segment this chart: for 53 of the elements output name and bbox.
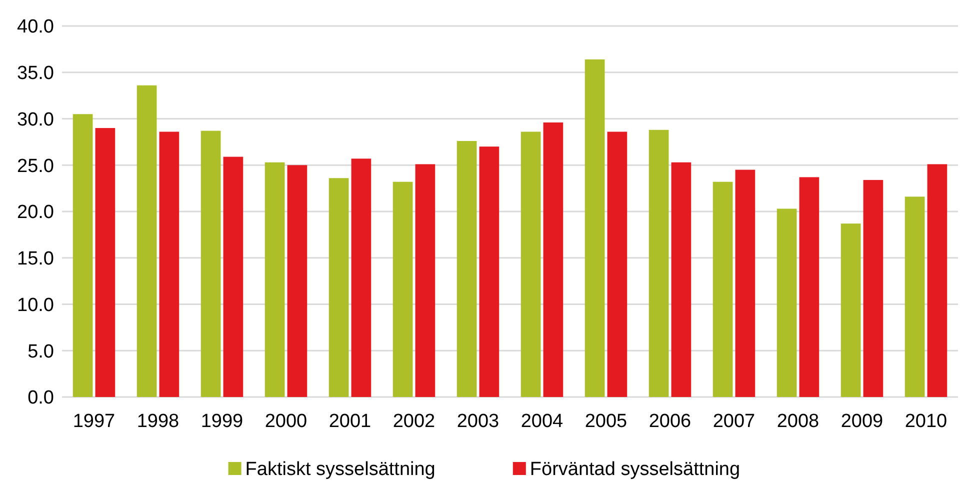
y-tick-label: 0.0 <box>28 388 54 409</box>
bar <box>351 158 372 397</box>
bar <box>287 165 308 397</box>
bar <box>904 196 925 397</box>
bar <box>159 132 180 397</box>
x-tick-label: 2006 <box>648 411 692 432</box>
x-tick-label: 1999 <box>200 411 244 432</box>
bar <box>648 130 669 397</box>
bar <box>584 59 605 397</box>
bar <box>863 180 884 397</box>
bar <box>328 178 349 397</box>
legend-label: Faktiskt sysselsättning <box>245 459 436 480</box>
bar <box>799 177 820 397</box>
bar <box>840 224 861 397</box>
y-tick-label: 5.0 <box>28 341 54 362</box>
bar <box>264 162 285 397</box>
x-tick-label: 2008 <box>776 411 820 432</box>
bar <box>479 146 500 397</box>
bar <box>543 122 564 397</box>
x-tick-label: 2007 <box>712 411 756 432</box>
bar <box>136 85 157 397</box>
y-tick-label: 20.0 <box>17 202 54 224</box>
y-tick-label: 10.0 <box>17 294 54 316</box>
x-tick-label: 2009 <box>840 411 884 432</box>
x-tick-label: 2000 <box>264 411 308 432</box>
bar <box>671 162 692 397</box>
bar <box>392 182 413 397</box>
bar <box>776 208 797 397</box>
bar <box>200 130 221 397</box>
bar <box>95 128 116 397</box>
bar <box>223 156 244 397</box>
x-tick-label: 2010 <box>904 411 948 432</box>
legend-label: Förväntad sysselsättning <box>530 459 740 480</box>
bar <box>735 170 756 397</box>
y-tick-label: 25.0 <box>17 156 54 177</box>
bar <box>607 132 628 397</box>
x-tick-label: 1998 <box>136 411 180 432</box>
x-tick-label: 2001 <box>328 411 372 432</box>
bar <box>520 132 541 397</box>
bar <box>712 182 733 397</box>
x-tick-label: 2003 <box>456 411 500 432</box>
y-tick-label: 40.0 <box>17 16 54 38</box>
bar <box>927 164 948 397</box>
x-tick-label: 2002 <box>392 411 436 432</box>
x-tick-label: 1997 <box>72 411 116 432</box>
y-tick-label: 15.0 <box>17 248 54 270</box>
bar <box>415 164 436 397</box>
y-tick-label: 30.0 <box>17 109 54 130</box>
x-tick-label: 2005 <box>584 411 628 432</box>
y-tick-label: 35.0 <box>17 63 54 84</box>
x-tick-label: 2004 <box>520 411 564 432</box>
bar <box>456 141 477 397</box>
bar <box>72 114 93 397</box>
